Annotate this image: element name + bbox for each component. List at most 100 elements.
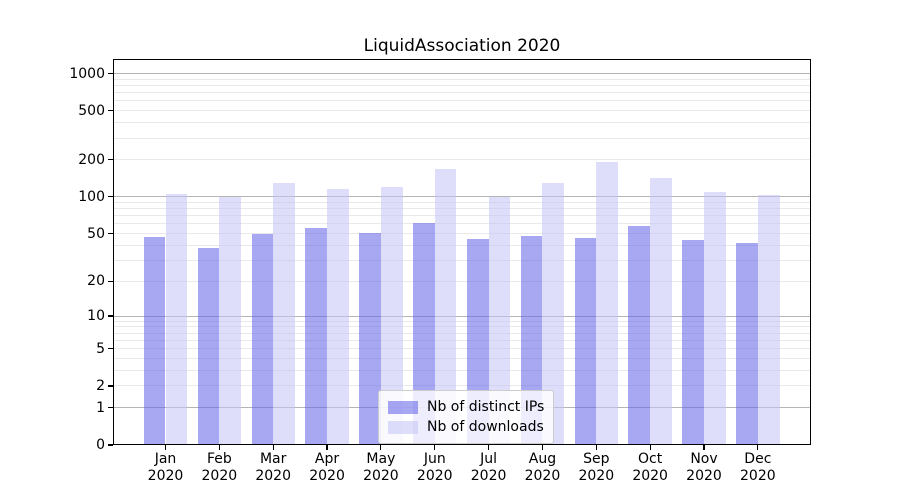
bar-ips-mar [251,233,274,445]
bar-downloads-apr [327,188,349,445]
y-tick-mark [108,232,113,235]
x-tick-year: 2020 [470,467,507,484]
bar-ips-jan [143,236,166,445]
legend-item-ips: Nb of distinct IPs [388,398,544,416]
x-tick-label: Aug 2020 [510,451,574,484]
y-tick-label: 5 [96,340,105,357]
x-tick-mark [164,445,167,450]
minor-gridline [113,84,811,86]
bar-ips-may [359,232,381,445]
x-tick-year: 2020 [740,467,776,484]
bar-ips-apr [305,227,328,445]
x-tick-label: Jun 2020 [403,451,467,484]
minor-gridline [113,320,811,322]
x-tick-mark [595,445,597,450]
x-tick-label: Mar 2020 [241,451,305,484]
y-tick-label: 500 [78,102,105,119]
x-tick-month: Jul [480,451,498,467]
x-tick-year: 2020 [686,467,722,484]
x-tick-mark [649,445,651,450]
y-tick-mark [108,444,113,446]
y-tick-label: 1 [96,399,105,416]
y-tick-label: 10 [87,308,105,325]
bar-downloads-may [380,187,403,445]
x-tick-label: Nov 2020 [672,451,736,484]
y-tick-mark [108,159,113,161]
major-gridline [113,315,811,317]
bar-downloads-jul [488,196,511,445]
x-tick-label: May 2020 [349,451,413,484]
minor-gridline [113,244,811,246]
minor-gridline [113,326,811,328]
minor-gridline [113,233,811,235]
bar-downloads-jun [434,168,457,445]
x-tick-year: 2020 [201,467,238,484]
bar-downloads-oct [650,178,672,445]
y-tick-mark [108,385,113,387]
bar-ips-feb [197,248,220,445]
x-tick-month: Mar [259,451,287,467]
x-tick-mark [272,445,274,450]
major-gridline [113,73,811,74]
minor-gridline [113,259,811,261]
chart-title: LiquidAssociation 2020 [363,36,561,56]
y-tick-label: 50 [87,225,105,242]
x-tick-month: Jun [423,451,446,467]
x-tick-mark [326,445,328,450]
minor-gridline [113,159,811,161]
x-tick-month: Aug [528,451,557,467]
x-tick-month: Apr [314,451,340,467]
bar-ips-jun [413,223,435,445]
x-tick-mark [434,445,436,450]
x-tick-mark [488,445,490,450]
y-tick-label: 100 [78,188,105,205]
minor-gridline [113,357,811,359]
bar-ips-oct [628,225,651,445]
y-tick-mark [108,280,113,282]
x-tick-label: Sep 2020 [564,451,628,484]
bar-ips-nov [682,240,704,445]
x-tick-month: May [366,451,396,467]
minor-gridline [113,215,811,217]
major-gridline [113,196,811,198]
x-tick-mark [703,445,705,450]
minor-gridline [113,280,811,282]
y-tick-label: 2 [96,377,105,394]
minor-gridline [113,339,811,341]
x-tick-mark [541,445,544,450]
x-tick-year: 2020 [632,467,668,484]
x-tick-month: Dec [744,451,772,467]
x-tick-month: Jan [154,451,177,467]
y-tick-mark [108,72,113,75]
y-tick-mark [108,196,113,198]
x-tick-label: Jul 2020 [457,451,521,484]
x-tick-mark [380,445,382,450]
x-tick-year: 2020 [147,467,184,484]
x-tick-label: Jan 2020 [134,451,198,484]
bar-downloads-dec [757,195,780,445]
x-tick-label: Dec 2020 [726,451,790,484]
x-tick-label: Feb 2020 [187,451,251,484]
bar-downloads-jan [165,193,188,445]
minor-gridline [113,78,811,80]
x-tick-label: Oct 2020 [618,451,682,484]
minor-gridline [113,92,811,94]
minor-gridline [113,208,811,210]
y-tick-mark [108,407,113,409]
bar-downloads-aug [542,183,565,445]
minor-gridline [113,137,811,139]
legend-swatch-ips [388,400,418,414]
bar-downloads-feb [219,196,242,445]
axes-frame [113,59,811,445]
y-tick-mark [108,348,113,350]
minor-gridline [113,332,811,334]
legend-label-downloads: Nb of downloads [427,419,544,435]
legend-swatch-downloads [388,420,418,434]
minor-gridline [113,348,811,350]
minor-gridline [113,110,811,112]
legend-label-ips: Nb of distinct IPs [427,399,545,415]
minor-gridline [113,385,811,387]
x-tick-month: Nov [690,451,718,467]
minor-gridline [113,201,811,203]
x-tick-year: 2020 [416,467,453,484]
